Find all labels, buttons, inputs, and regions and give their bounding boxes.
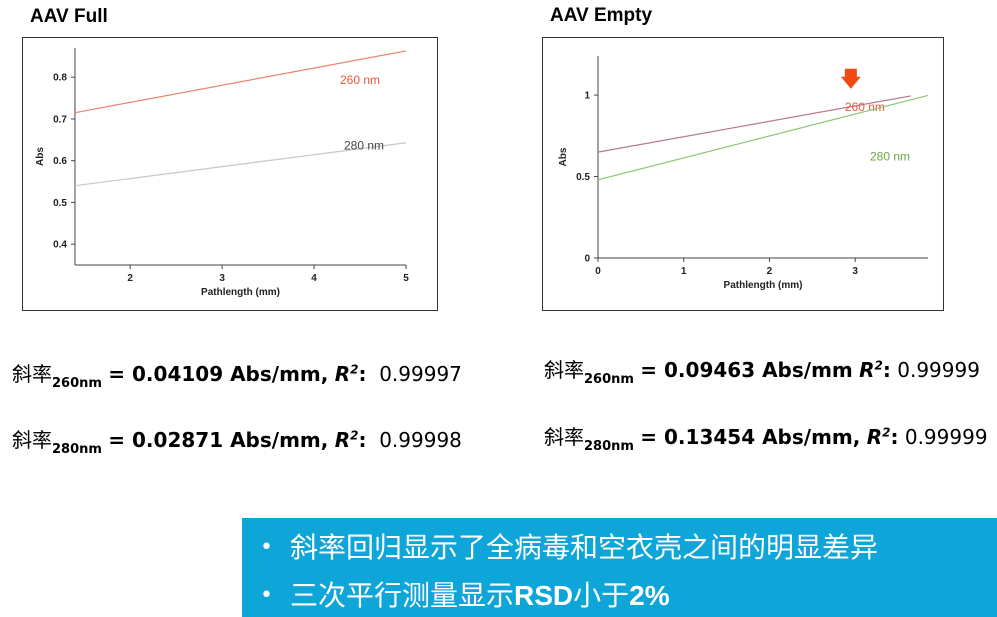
y-tick-label: 0.6 <box>53 156 67 167</box>
x-tick-label: 2 <box>127 273 133 284</box>
wavelength-sub: 280nm <box>584 439 634 454</box>
y-tick-label: 0.8 <box>53 73 67 84</box>
callout-bold-tail: 2% <box>629 580 670 611</box>
panel-title-empty: AAV Empty <box>550 5 653 26</box>
slope-label: 斜率 <box>544 358 584 382</box>
r2-label: R <box>334 428 351 452</box>
wavelength-sub: 260nm <box>584 372 634 387</box>
r2-sup: 2 <box>350 428 359 443</box>
series-label: 280 nm <box>344 139 384 153</box>
series-label: 260 nm <box>340 73 380 87</box>
bullet-dot-icon: • <box>260 583 273 608</box>
slope-label: 斜率 <box>12 362 52 386</box>
slope-value: = 0.02871 Abs/mm, <box>108 428 329 452</box>
y-axis-label: Abs <box>558 147 569 166</box>
r2-value: 0.99999 <box>897 358 980 382</box>
callout-text-tail: 小于 <box>573 579 630 612</box>
series-line <box>597 95 911 153</box>
callout-bullet-1: • 斜率回归显示了全病毒和空衣壳之间的明显差异 <box>260 526 878 566</box>
panel-title-full: AAV Full <box>30 6 108 27</box>
x-axis-label: Pathlength (mm) <box>724 280 803 291</box>
series-label: 260 nm <box>845 100 885 114</box>
r2-value: 0.99998 <box>379 428 462 452</box>
series-line <box>74 50 407 114</box>
y-tick-label: 0.5 <box>576 172 590 183</box>
r2-sup: 2 <box>350 362 359 377</box>
slope-equation-full-260: 斜率260nm = 0.04109 Abs/mm, R2: 0.99997 <box>12 358 462 391</box>
y-tick-label: 0 <box>584 254 590 265</box>
x-axis-label: Pathlength (mm) <box>201 287 280 298</box>
series-line <box>74 142 407 187</box>
chart-aav-full-svg: 0.4 0.5 0.6 0.7 0.8 2 3 4 5 Pathlength (mm) Abs 260… <box>35 48 409 298</box>
callout-text: 三次平行测量显示 <box>290 579 515 612</box>
r2-value: 0.99999 <box>904 425 988 449</box>
series-line <box>597 94 929 181</box>
slope-value: = 0.09463 Abs/mm <box>640 358 853 382</box>
r2-label: R <box>866 425 883 449</box>
slope-value: = 0.13454 Abs/mm, <box>640 425 861 449</box>
r2-colon: : <box>358 362 367 386</box>
r2-colon: : <box>890 425 899 449</box>
wavelength-sub: 260nm <box>52 376 102 391</box>
series-label: 280 nm <box>870 149 910 163</box>
slope-equation-empty-280: 斜率280nm = 0.13454 Abs/mm, R2: 0.99999 <box>544 421 988 454</box>
wavelength-sub: 280nm <box>52 442 102 457</box>
callout-bullet-2: • 三次平行测量显示RSD小于2% <box>260 574 670 614</box>
bullet-dot-icon: • <box>260 535 273 560</box>
callout-bold: RSD <box>514 580 574 611</box>
chart-aav-empty: 0 0.5 1 0 1 2 3 Pathlength (mm) Abs 260 nm 280 nm <box>542 37 944 311</box>
x-tick-label: 4 <box>311 273 317 284</box>
r2-colon: : <box>882 358 891 382</box>
x-tick-label: 3 <box>219 273 225 284</box>
x-tick-label: 1 <box>681 266 687 277</box>
slope-equation-empty-260: 斜率260nm = 0.09463 Abs/mm R2: 0.99999 <box>544 354 980 387</box>
y-tick-label: 1 <box>584 91 590 102</box>
x-tick-label: 0 <box>595 266 601 277</box>
r2-label: R <box>334 362 351 386</box>
y-tick-label: 0.4 <box>53 240 67 251</box>
x-tick-label: 3 <box>852 266 858 277</box>
y-tick-label: 0.7 <box>53 114 67 125</box>
y-tick-label: 0.5 <box>53 198 67 209</box>
r2-sup: 2 <box>882 425 891 440</box>
callout-text: 斜率回归显示了全病毒和空衣壳之间的明显差异 <box>290 531 879 564</box>
summary-callout: • 斜率回归显示了全病毒和空衣壳之间的明显差异 • 三次平行测量显示RSD小于2% <box>242 518 997 617</box>
r2-value: 0.99997 <box>379 362 462 386</box>
slope-value: = 0.04109 Abs/mm, <box>108 362 329 386</box>
r2-colon: : <box>358 428 367 452</box>
y-axis-label: Abs <box>35 147 46 166</box>
chart-aav-empty-svg: 0 0.5 1 0 1 2 3 Pathlength (mm) Abs 260 nm 280 nm <box>558 56 929 291</box>
x-tick-label: 2 <box>767 266 773 277</box>
slope-label: 斜率 <box>544 425 584 449</box>
r2-label: R <box>859 358 875 382</box>
slope-equation-full-280: 斜率280nm = 0.02871 Abs/mm, R2: 0.99998 <box>12 424 462 457</box>
down-arrow-icon <box>840 68 861 89</box>
r2-sup: 2 <box>874 358 883 373</box>
slope-label: 斜率 <box>12 428 52 452</box>
chart-aav-full: 0.4 0.5 0.6 0.7 0.8 2 3 4 5 Pathlength (mm) Abs 260… <box>22 37 438 311</box>
x-tick-label: 5 <box>403 273 409 284</box>
